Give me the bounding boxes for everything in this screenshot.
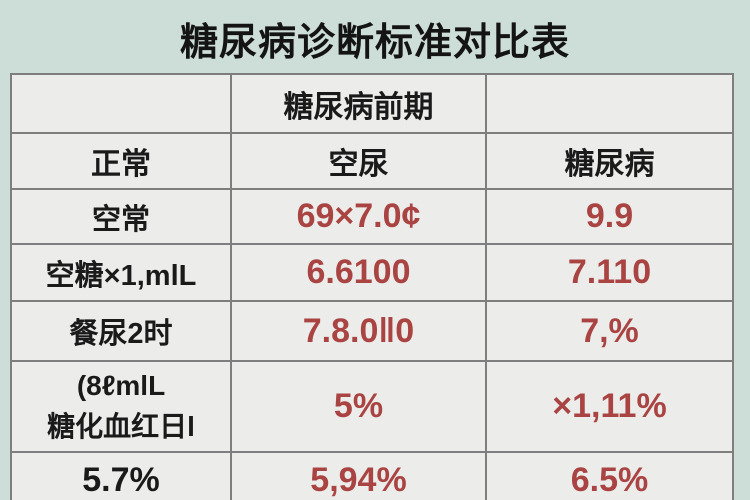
table-row: (8ℓmlL 糖化血红日l 5% ×1,11%: [10, 360, 734, 453]
table-row: 空糖×1,mlL 6.6100 7.110: [10, 243, 734, 302]
cell-value: 7.8.0‖0: [230, 300, 487, 362]
cell-value: 6.6100: [230, 243, 487, 302]
cell-row-label-hba1c: (8ℓmlL 糖化血红日l: [10, 360, 232, 453]
cell-empty-top-left: [10, 73, 232, 134]
table-row: 空常 69×7.0¢ 9.9: [10, 188, 734, 245]
cell-value: ×1,11%: [485, 360, 734, 453]
cell-header-normal: 正常: [10, 132, 232, 190]
cell-empty-top-right: [485, 73, 734, 134]
cell-value: 5,94%: [230, 451, 487, 500]
cell-value: 69×7.0¢: [230, 188, 487, 245]
cell-value: 9.9: [485, 188, 734, 245]
page-title: 糖尿病诊断标准对比表: [179, 22, 570, 64]
cell-header-diabetes: 糖尿病: [485, 132, 734, 190]
table-row: 餐尿2时 7.8.0‖0 7,%: [10, 300, 734, 362]
cell-value: 5%: [230, 360, 487, 453]
table-row-column-headers: 正常 空尿 糖尿病: [10, 132, 734, 190]
cell-header-fasting: 空尿: [230, 132, 487, 190]
comparison-table: 糖尿病前期 正常 空尿 糖尿病 空常 69×7.0¢ 9.9 空糖×1,mlL …: [10, 73, 734, 500]
cell-value: 6.5%: [485, 451, 734, 500]
cell-row-label: 餐尿2时: [10, 300, 232, 362]
cell-row-label: 空常: [10, 188, 232, 245]
cell-value: 7.110: [485, 243, 734, 302]
table-row-header-span: 糖尿病前期: [10, 73, 734, 134]
cell-value: 7,%: [485, 300, 734, 362]
cell-value-black: 5.7%: [10, 451, 232, 500]
cell-prediabetes-header: 糖尿病前期: [230, 73, 487, 134]
cell-row-label: 空糖×1,mlL: [10, 243, 232, 302]
table-row-bottom: 5.7% 5,94% 6.5%: [10, 451, 734, 500]
